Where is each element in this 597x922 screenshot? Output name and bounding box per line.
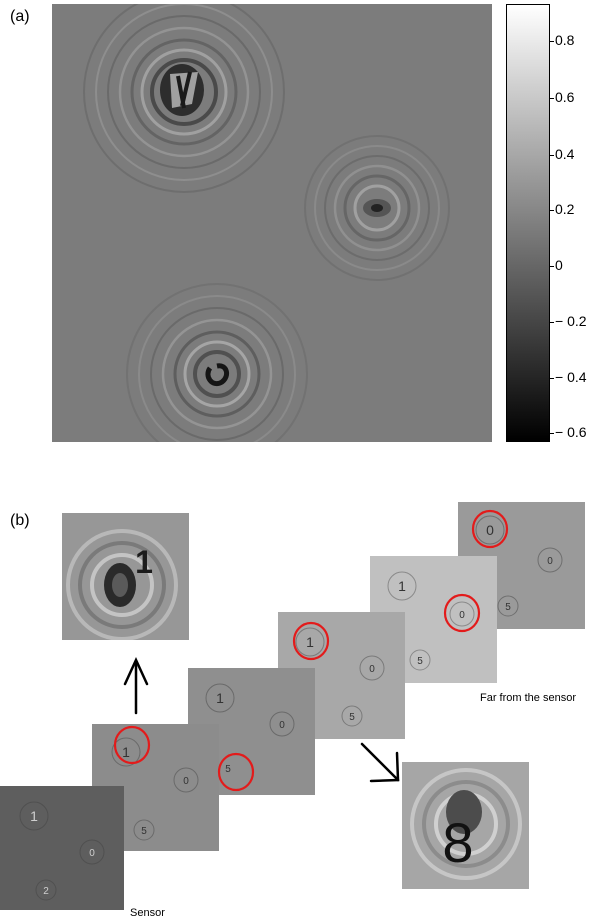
object-rings: [304, 135, 450, 281]
zoom-digit: 8: [442, 811, 473, 874]
panel-a-label: (a): [10, 8, 30, 25]
highlight-circle: [217, 752, 255, 792]
slice-digit: 2: [43, 886, 49, 897]
slice-digit: 0: [486, 522, 494, 538]
arrow-down-right: [360, 742, 400, 783]
reconstruction-slice: 1 0 2: [0, 786, 124, 910]
highlight-circle: [443, 593, 481, 633]
colorbar-tick: − 0.6: [549, 424, 587, 440]
zoom-digit: 1: [135, 544, 153, 580]
highlight-circle: [113, 725, 151, 765]
colorbar-tick: 0.8: [549, 32, 574, 48]
slice-digit: 5: [349, 712, 355, 723]
slice-digit: 0: [89, 848, 95, 859]
colorbar-tick: 0.4: [549, 146, 574, 162]
highlight-circle: [292, 621, 330, 661]
object-swirl: [126, 283, 308, 442]
slice-digit: 5: [417, 656, 423, 667]
hologram-svg: [83, 4, 450, 442]
slice-digit: 1: [216, 690, 224, 706]
slice-digit: 0: [459, 610, 465, 621]
caption-sensor: Sensor: [130, 907, 165, 919]
slice-digit: 0: [279, 720, 285, 731]
colorbar-tick: 0: [549, 257, 563, 273]
slice-digit: 1: [398, 578, 406, 594]
colorbar-tick: − 0.4: [549, 369, 587, 385]
slice-digit: 0: [547, 556, 553, 567]
slice-digit: 5: [505, 602, 511, 613]
colorbar-tick: 0.2: [549, 201, 574, 217]
caption-far: Far from the sensor: [480, 692, 576, 704]
panel-b-label: (b): [10, 512, 30, 529]
object-digit-rings: [83, 4, 285, 193]
arrow-up: [123, 656, 149, 715]
colorbar: [506, 4, 550, 442]
colorbar-tick: 0.6: [549, 89, 574, 105]
highlight-circle: [471, 509, 509, 549]
slice-digit: 0: [183, 776, 189, 787]
zoom-inset-top: 1: [62, 513, 189, 640]
slice-digit: 5: [141, 826, 147, 837]
slice-digit: 0: [369, 664, 375, 675]
hologram-image: [52, 4, 492, 442]
colorbar-tick: − 0.2: [549, 313, 587, 329]
slice-digit: 1: [122, 744, 130, 760]
slice-digit: 5: [225, 764, 231, 775]
slice-digit: 1: [306, 634, 314, 650]
zoom-inset-bottom: 8: [402, 762, 529, 889]
slice-digit: 1: [30, 808, 38, 824]
